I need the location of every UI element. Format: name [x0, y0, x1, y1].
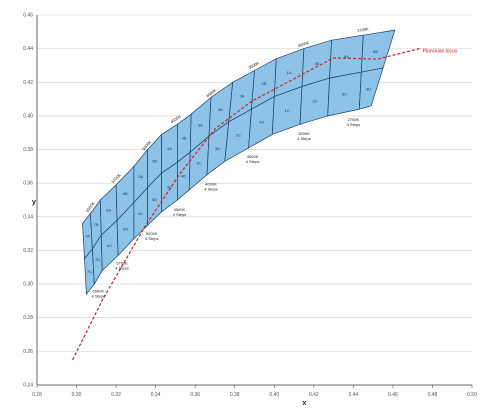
- y-tick-label: 0.26: [23, 349, 33, 355]
- cct-label: 4000K: [205, 182, 217, 187]
- cct-label: 5700K: [116, 261, 128, 266]
- cell-label: 1C: [285, 108, 290, 113]
- y-tick-label: 0.32: [23, 248, 33, 254]
- y-tick-label: 0.28: [23, 315, 33, 321]
- axes: 0.24 0.26 0.28 0.30 0.32 0.34 0.36 0.38 0.40 0.42…: [23, 13, 477, 408]
- cell-label: 5D: [152, 197, 157, 202]
- cell-label: 3C: [196, 161, 201, 166]
- y-tick-label: 0.44: [23, 46, 33, 52]
- x-tick-label: 0.38: [230, 392, 240, 398]
- bin-name-label: 5700K: [110, 172, 122, 184]
- cct-step-label: 4 Steps: [347, 122, 361, 127]
- cell-label: 7D: [95, 257, 100, 262]
- cell-label: 5C: [138, 211, 143, 216]
- bin-name-label: 4500K: [169, 114, 182, 125]
- cell-label: 4B: [182, 136, 187, 141]
- cell-label: 2D: [259, 120, 264, 125]
- x-tick-label: 0.48: [428, 392, 438, 398]
- cell-label: 7B: [94, 222, 99, 227]
- cct-label: 2700K: [348, 117, 360, 122]
- y-tick-label: 0.24: [23, 383, 33, 389]
- y-tick-label: 0.38: [23, 147, 33, 153]
- cell-label: 6D: [123, 227, 128, 232]
- cell-label: 8C: [342, 91, 347, 96]
- cell-label: 4D: [181, 174, 186, 179]
- cct-step-label: 4 Steps: [204, 187, 218, 192]
- cell-label: 8B: [373, 49, 378, 54]
- x-tick-label: 0.30: [72, 392, 82, 398]
- y-tick-label: 0.40: [23, 113, 33, 119]
- cell-label: 7C: [87, 269, 92, 274]
- cell-label: 8A: [344, 54, 349, 59]
- cell-label: 2A: [239, 93, 244, 98]
- cct-step-label: 4 Steps: [246, 159, 260, 164]
- cell-label: 1D: [312, 99, 317, 104]
- bin-name-label: 3500K: [248, 60, 261, 70]
- cell-label: 6A: [106, 208, 111, 213]
- cell-label: 3A: [198, 122, 203, 127]
- y-tick-label: 0.34: [23, 214, 33, 220]
- cct-label: 4500K: [174, 207, 186, 212]
- cct-step-label: 4 Steps: [297, 136, 311, 141]
- bin-name-label: 3000K: [297, 40, 310, 49]
- cell-label: 6C: [107, 243, 112, 248]
- cell-label: 7A: [85, 234, 90, 239]
- y-tick-label: 0.30: [23, 282, 33, 288]
- x-tick-label: 0.44: [348, 392, 358, 398]
- x-axis-title: x: [303, 400, 307, 407]
- cct-label: 3500K: [247, 154, 259, 159]
- cell-label: 2C: [236, 133, 241, 138]
- bin-name-label: 6500K: [85, 200, 96, 213]
- cct-step-label: 4 Steps: [92, 293, 106, 298]
- bin-cells: [82, 29, 396, 296]
- x-tick-label: 0.28: [32, 392, 42, 398]
- cct-step-label: 4 Steps: [115, 266, 129, 271]
- y-tick-label: 0.42: [23, 80, 33, 86]
- locus-label: Planckian locus: [423, 49, 458, 55]
- cct-step-label: 4 Steps: [173, 212, 187, 217]
- planckian-locus: [72, 48, 420, 361]
- cct-label: 5000K: [146, 231, 158, 236]
- y-tick-label: 0.36: [23, 181, 33, 187]
- cell-label: 6B: [123, 191, 128, 196]
- cct-label: 3000K: [298, 131, 310, 136]
- locus-line: [72, 48, 420, 361]
- x-tick-label: 0.40: [269, 392, 279, 398]
- x-tick-label: 0.42: [309, 392, 319, 398]
- x-tick-label: 0.46: [388, 392, 398, 398]
- y-axis-title: y: [32, 199, 36, 206]
- x-tick-label: 0.50: [467, 392, 477, 398]
- cct-label: 6500K: [93, 288, 105, 293]
- cell-label: 8D: [366, 86, 371, 91]
- cell-label: 2B: [262, 81, 267, 86]
- bin-name-label: 2700K: [357, 26, 370, 33]
- cell-label: 5B: [152, 159, 157, 164]
- cell-label: 5A: [138, 174, 143, 179]
- cell-label: 1B: [314, 61, 319, 66]
- x-tick-label: 0.32: [111, 392, 121, 398]
- x-tick-label: 0.36: [190, 392, 200, 398]
- cell-label: 4A: [167, 146, 172, 151]
- bin-name-label: 5000K: [141, 139, 153, 151]
- cell-label: 1A: [287, 70, 292, 75]
- x-tick-label: 0.34: [151, 392, 161, 398]
- cct-step-label: 4 Steps: [145, 236, 159, 241]
- bin-name-label: 4000K: [205, 87, 217, 98]
- cell-label: 3B: [218, 107, 223, 112]
- cell-label: 4C: [167, 184, 172, 189]
- y-tick-label: 0.46: [23, 13, 33, 19]
- cell-label: 3D: [215, 146, 220, 151]
- bin-cell: [358, 67, 384, 110]
